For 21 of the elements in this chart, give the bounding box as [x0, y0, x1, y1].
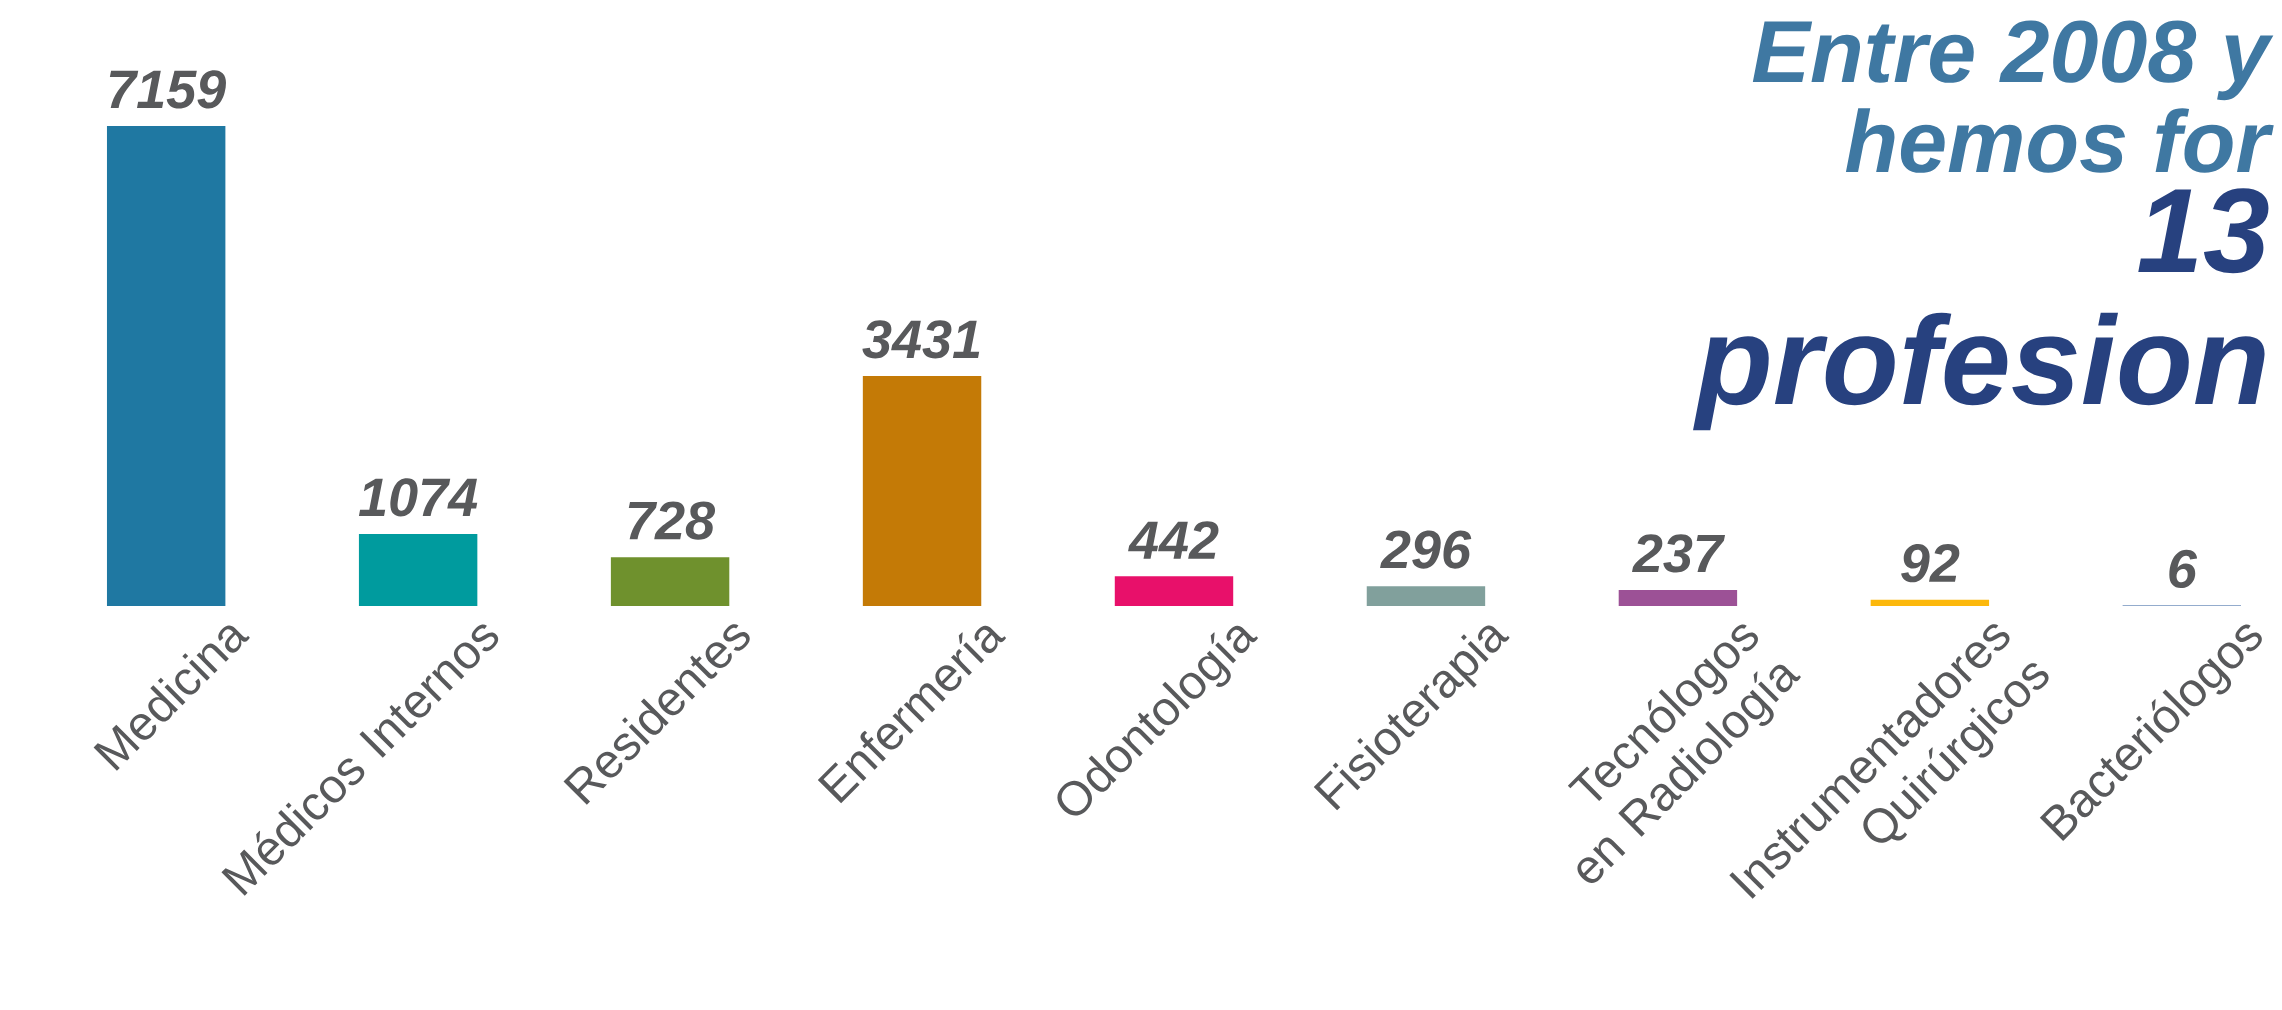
bar [610, 557, 730, 606]
bar [1366, 586, 1486, 606]
data-label: 92 [1901, 544, 1960, 583]
bar [1618, 590, 1738, 606]
annotation: hemos for [1845, 108, 2274, 173]
data-label: 3431 [862, 320, 980, 359]
data-label: 7159 [109, 70, 226, 109]
data-label: 296 [1380, 530, 1472, 569]
text: Entre 2008 y [1752, 20, 2274, 101]
bar [358, 533, 478, 606]
data-label: 442 [1128, 521, 1219, 559]
data-label: 237 [1632, 534, 1726, 573]
bar [106, 125, 226, 606]
data-label: 1074 [358, 478, 478, 517]
annotation: 13 [2138, 188, 2269, 274]
annotation: profesion [1693, 312, 2265, 431]
data-label: 6 [2169, 549, 2198, 589]
bar [1114, 576, 1234, 606]
data-label: 728 [628, 501, 716, 540]
bar [1870, 599, 1990, 606]
bar [862, 375, 982, 606]
